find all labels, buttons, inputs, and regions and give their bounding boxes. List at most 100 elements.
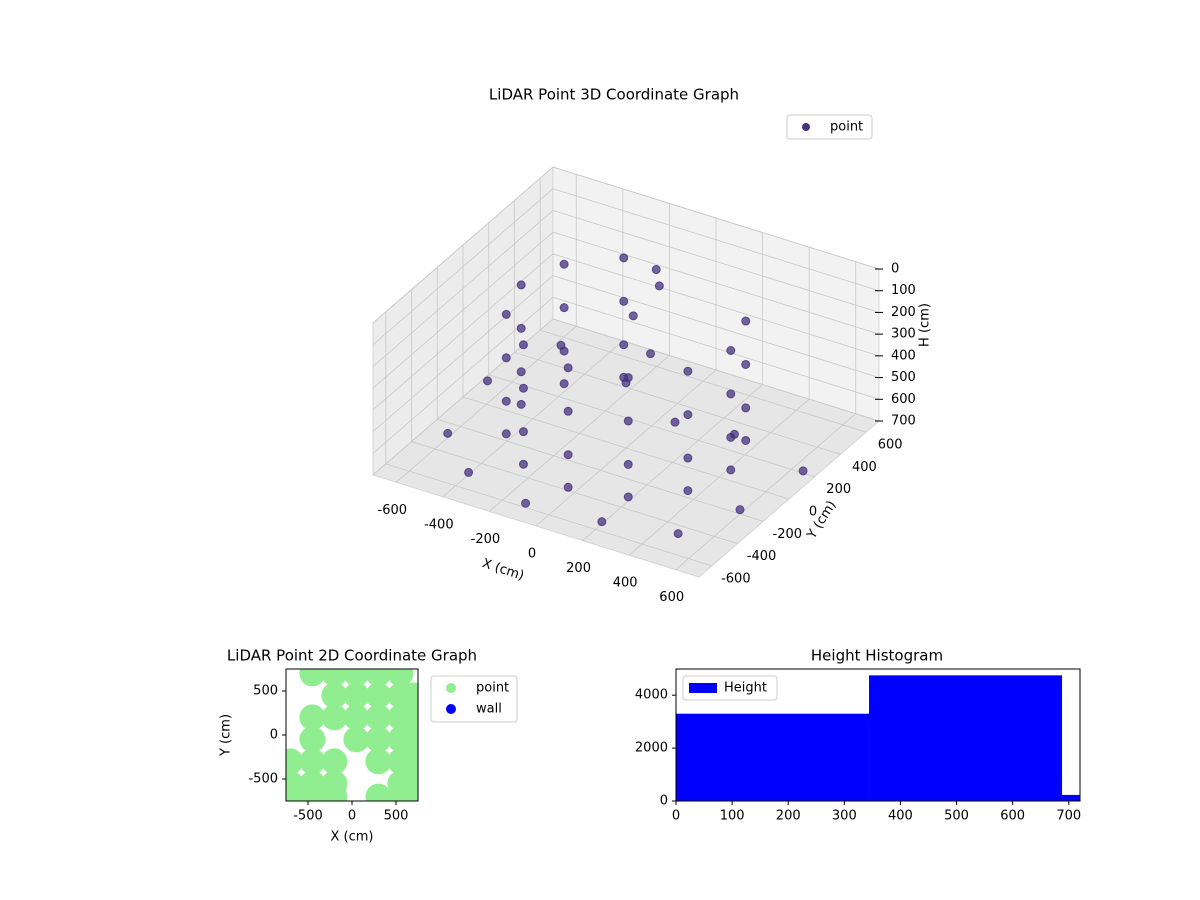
point [321,748,348,775]
plot-frame [675,668,1081,802]
z-tick-label: 0 [891,262,899,277]
point [563,363,573,373]
point [343,726,370,753]
point [299,783,326,801]
point [400,682,418,709]
point [670,417,680,427]
x-tick-label: -500 [293,809,323,824]
point [726,389,736,399]
point [683,486,693,496]
point [321,682,348,709]
y-tick-label: 400 [852,460,877,475]
legend-label: Height [724,681,767,696]
z-tick-label: 300 [891,327,916,342]
grid-line [552,188,880,292]
point [654,281,664,291]
point [559,379,569,389]
z-tick-label: 200 [891,305,916,320]
point [518,427,528,437]
grid-line [372,296,554,454]
x-tick-label: 500 [384,809,409,824]
point [501,396,511,406]
point [365,783,392,801]
x-tick-label: 400 [888,809,913,824]
point [563,450,573,460]
point [521,498,531,508]
point [286,783,304,801]
chart-title: LiDAR Point 2D Coordinate Graph [227,647,477,665]
point [741,435,751,445]
grid-line [552,318,880,422]
point [501,353,511,363]
legend-marker [446,704,456,714]
grid-line [372,210,554,367]
point [321,669,348,687]
z-tick-label: 100 [891,283,916,298]
x-tick-label: 0 [348,809,356,824]
point [741,403,751,413]
grid-line [372,166,554,324]
y-tick-label: 500 [253,684,278,699]
legend-label: point [830,120,863,135]
grid-line [437,418,764,522]
point [501,429,511,439]
z-axis-label: H (cm) [918,303,933,347]
point [516,280,526,290]
y-tick-label: -200 [773,527,803,542]
point [798,466,808,476]
legend-marker [689,683,717,693]
point [621,378,631,388]
x-tick-label: 300 [832,809,857,824]
point [299,748,326,775]
y-tick-label: 0 [809,505,817,520]
grid-line [552,166,880,270]
point [501,309,511,319]
point [516,323,526,333]
point [365,748,392,775]
point [343,669,370,687]
bar [676,713,870,801]
point [400,726,418,753]
point [597,517,607,527]
point [365,682,392,709]
point [343,704,370,731]
point [623,492,633,502]
point [400,748,418,775]
point [683,410,693,420]
point [741,316,751,326]
point [646,349,655,359]
point [628,311,638,321]
chart-title: LiDAR Point 3D Coordinate Graph [489,86,739,104]
x-tick-label: 0 [528,547,536,562]
point [623,416,633,426]
bar [1062,794,1080,801]
y-tick-label: 4000 [635,688,668,703]
point [726,346,736,355]
x-tick-label: 600 [1000,809,1025,824]
point [286,748,304,775]
point [516,399,526,409]
x-tick-label: 600 [659,590,684,605]
point [619,296,629,306]
legend-box [682,675,778,701]
point [518,383,528,393]
grid-line [488,374,815,478]
point [518,340,528,350]
y-tick-label: 600 [878,438,903,453]
z-tick-label: 500 [891,370,916,385]
plot-area [676,675,1080,801]
x-tick-label: 200 [566,561,591,576]
grid-line [540,329,867,433]
point [623,459,633,469]
point [563,406,573,416]
x-tick-label: 200 [776,809,801,824]
y-tick-label: 0 [270,728,278,743]
point [559,303,569,313]
y-tick-label: -400 [747,549,777,564]
grid-line [372,253,554,411]
x-tick-label: 700 [1056,809,1081,824]
legend-box [786,114,873,140]
grid-line [552,253,880,357]
point [400,783,418,801]
